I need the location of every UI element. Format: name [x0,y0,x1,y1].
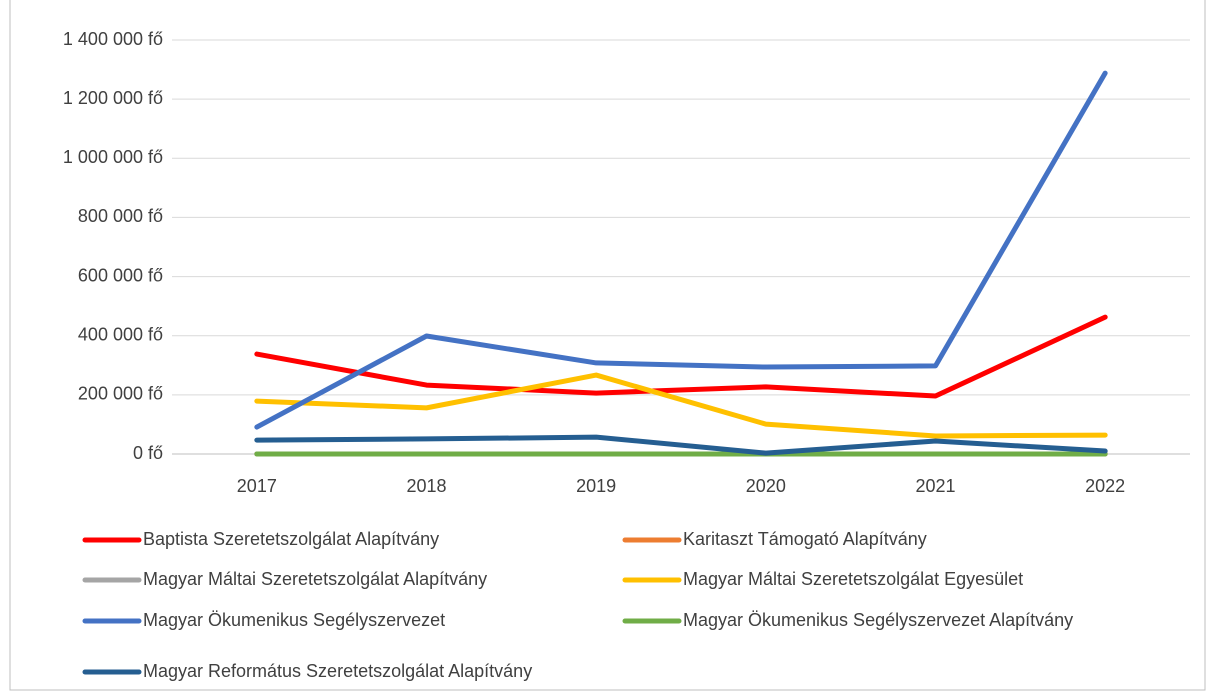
y-tick-label: 400 000 fő [78,324,163,344]
y-tick-label: 800 000 fő [78,206,163,226]
y-tick-label: 1 200 000 fő [63,88,163,108]
x-tick-label: 2020 [746,476,786,496]
series-line [254,434,1108,456]
y-tick-label: 0 fő [133,443,163,463]
y-tick-label: 200 000 fő [78,384,163,404]
x-tick-label: 2018 [406,476,446,496]
x-tick-label: 2022 [1085,476,1125,496]
x-tick-label: 2019 [576,476,616,496]
y-tick-label: 1 000 000 fő [63,147,163,167]
legend-label: Magyar Ökumenikus Segélyszervezet Alapít… [683,610,1073,630]
legend-label: Magyar Máltai Szeretetszolgálat Alapítvá… [143,569,487,589]
series-line [254,314,1108,399]
y-tick-label: 600 000 fő [78,265,163,285]
chart-border [9,0,1206,691]
legend-label: Magyar Református Szeretetszolgálat Alap… [143,661,532,681]
legend-label: Magyar Máltai Szeretetszolgálat Egyesüle… [683,569,1023,589]
x-tick-label: 2021 [915,476,955,496]
legend-label: Magyar Ökumenikus Segélyszervezet [143,610,445,630]
x-tick-label: 2017 [237,476,277,496]
series-line [254,372,1108,439]
series-line [254,70,1108,430]
y-tick-label: 1 400 000 fő [63,29,163,49]
legend-label: Karitaszt Támogató Alapítvány [683,529,927,549]
legend-label: Baptista Szeretetszolgálat Alapítvány [143,529,439,549]
